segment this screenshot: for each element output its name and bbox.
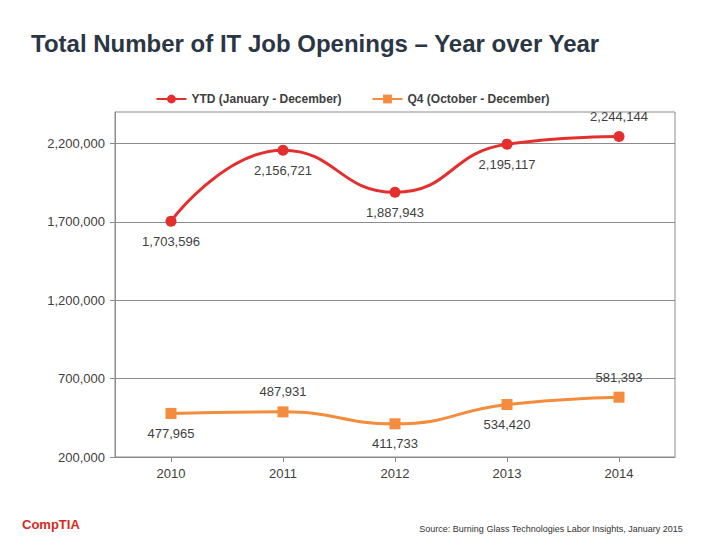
svg-text:YTD (January - December): YTD (January - December) [191,92,341,106]
svg-text:487,931: 487,931 [260,384,307,399]
svg-text:Q4 (October - December): Q4 (October - December) [408,92,550,106]
svg-text:2013: 2013 [493,466,522,481]
svg-text:2,156,721: 2,156,721 [254,163,312,178]
svg-text:1,200,000: 1,200,000 [47,293,105,308]
svg-text:411,733: 411,733 [372,436,418,451]
svg-text:2011: 2011 [269,466,297,481]
svg-text:477,965: 477,965 [148,426,195,441]
svg-text:Total Number of IT Job Opening: Total Number of IT Job Openings – Year o… [31,30,599,57]
svg-text:2,200,000: 2,200,000 [47,136,105,151]
svg-text:1,700,000: 1,700,000 [47,214,105,229]
svg-text:700,000: 700,000 [58,371,105,386]
svg-text:2,244,144: 2,244,144 [590,109,648,124]
svg-text:200,000: 200,000 [58,450,105,465]
svg-text:2012: 2012 [381,466,410,481]
svg-text:CompTIA: CompTIA [22,517,80,532]
svg-text:534,420: 534,420 [484,417,531,432]
svg-text:1,887,943: 1,887,943 [366,205,424,220]
svg-text:2014: 2014 [605,466,634,481]
svg-text:1,703,596: 1,703,596 [142,234,200,249]
svg-text:581,393: 581,393 [596,370,643,385]
svg-text:2010: 2010 [157,466,186,481]
svg-text:Source: Burning Glass Technolo: Source: Burning Glass Technologies Labor… [419,524,683,534]
svg-text:2,195,117: 2,195,117 [479,157,536,172]
